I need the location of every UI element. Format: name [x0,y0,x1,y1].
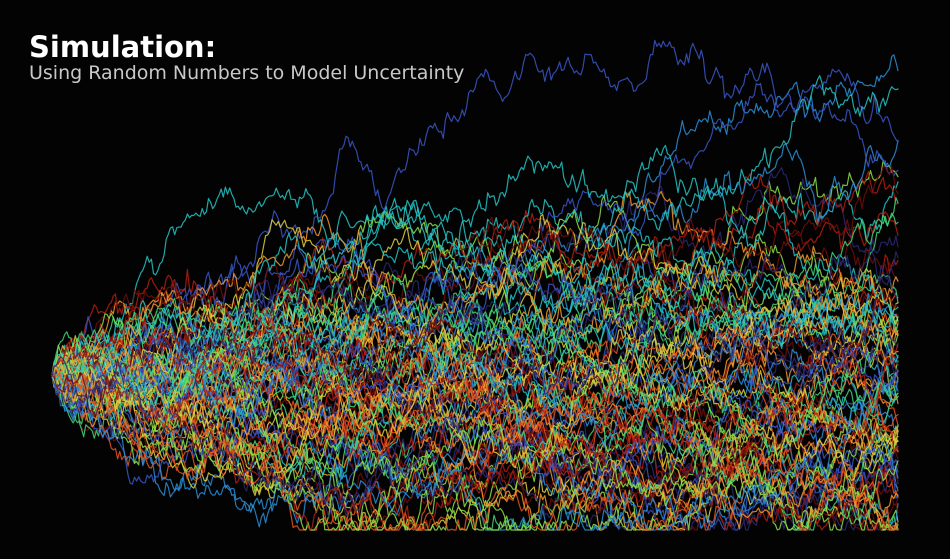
simulation-path-81 [51,299,899,405]
simulation-path-68 [51,234,899,399]
simulation-path-57 [51,82,899,406]
simulation-path-92 [51,144,899,415]
simulation-path-100 [51,244,899,519]
simulation-path-96 [51,343,899,530]
simulation-path-95 [51,349,899,496]
simulation-path-94 [51,370,899,531]
simulation-path-13 [51,333,899,522]
simulation-path-89 [51,275,899,413]
simulation-path-85 [51,213,899,405]
simulation-path-99 [51,165,899,418]
simulation-path-93 [51,318,899,457]
series-group [51,39,899,531]
simulation-path-41 [51,190,899,477]
simulation-path-77 [51,348,899,523]
simulation-path-48 [51,198,899,422]
chart-subtitle: Using Random Numbers to Model Uncertaint… [29,62,465,84]
simulation-path-80 [51,293,899,448]
simulation-path-65 [51,313,899,531]
simulation-path-98 [51,341,899,531]
simulation-path-76 [51,333,899,457]
simulation-path-97 [51,341,899,531]
simulation-path-70 [51,75,899,397]
simulation-path-90 [51,361,899,493]
simulation-path-4 [51,186,899,390]
simulation-path-79 [51,275,899,480]
simulation-path-86 [51,364,899,531]
simulation-path-88 [51,263,899,416]
chart-title: Simulation: [29,30,217,64]
simulation-path-82 [51,196,899,385]
